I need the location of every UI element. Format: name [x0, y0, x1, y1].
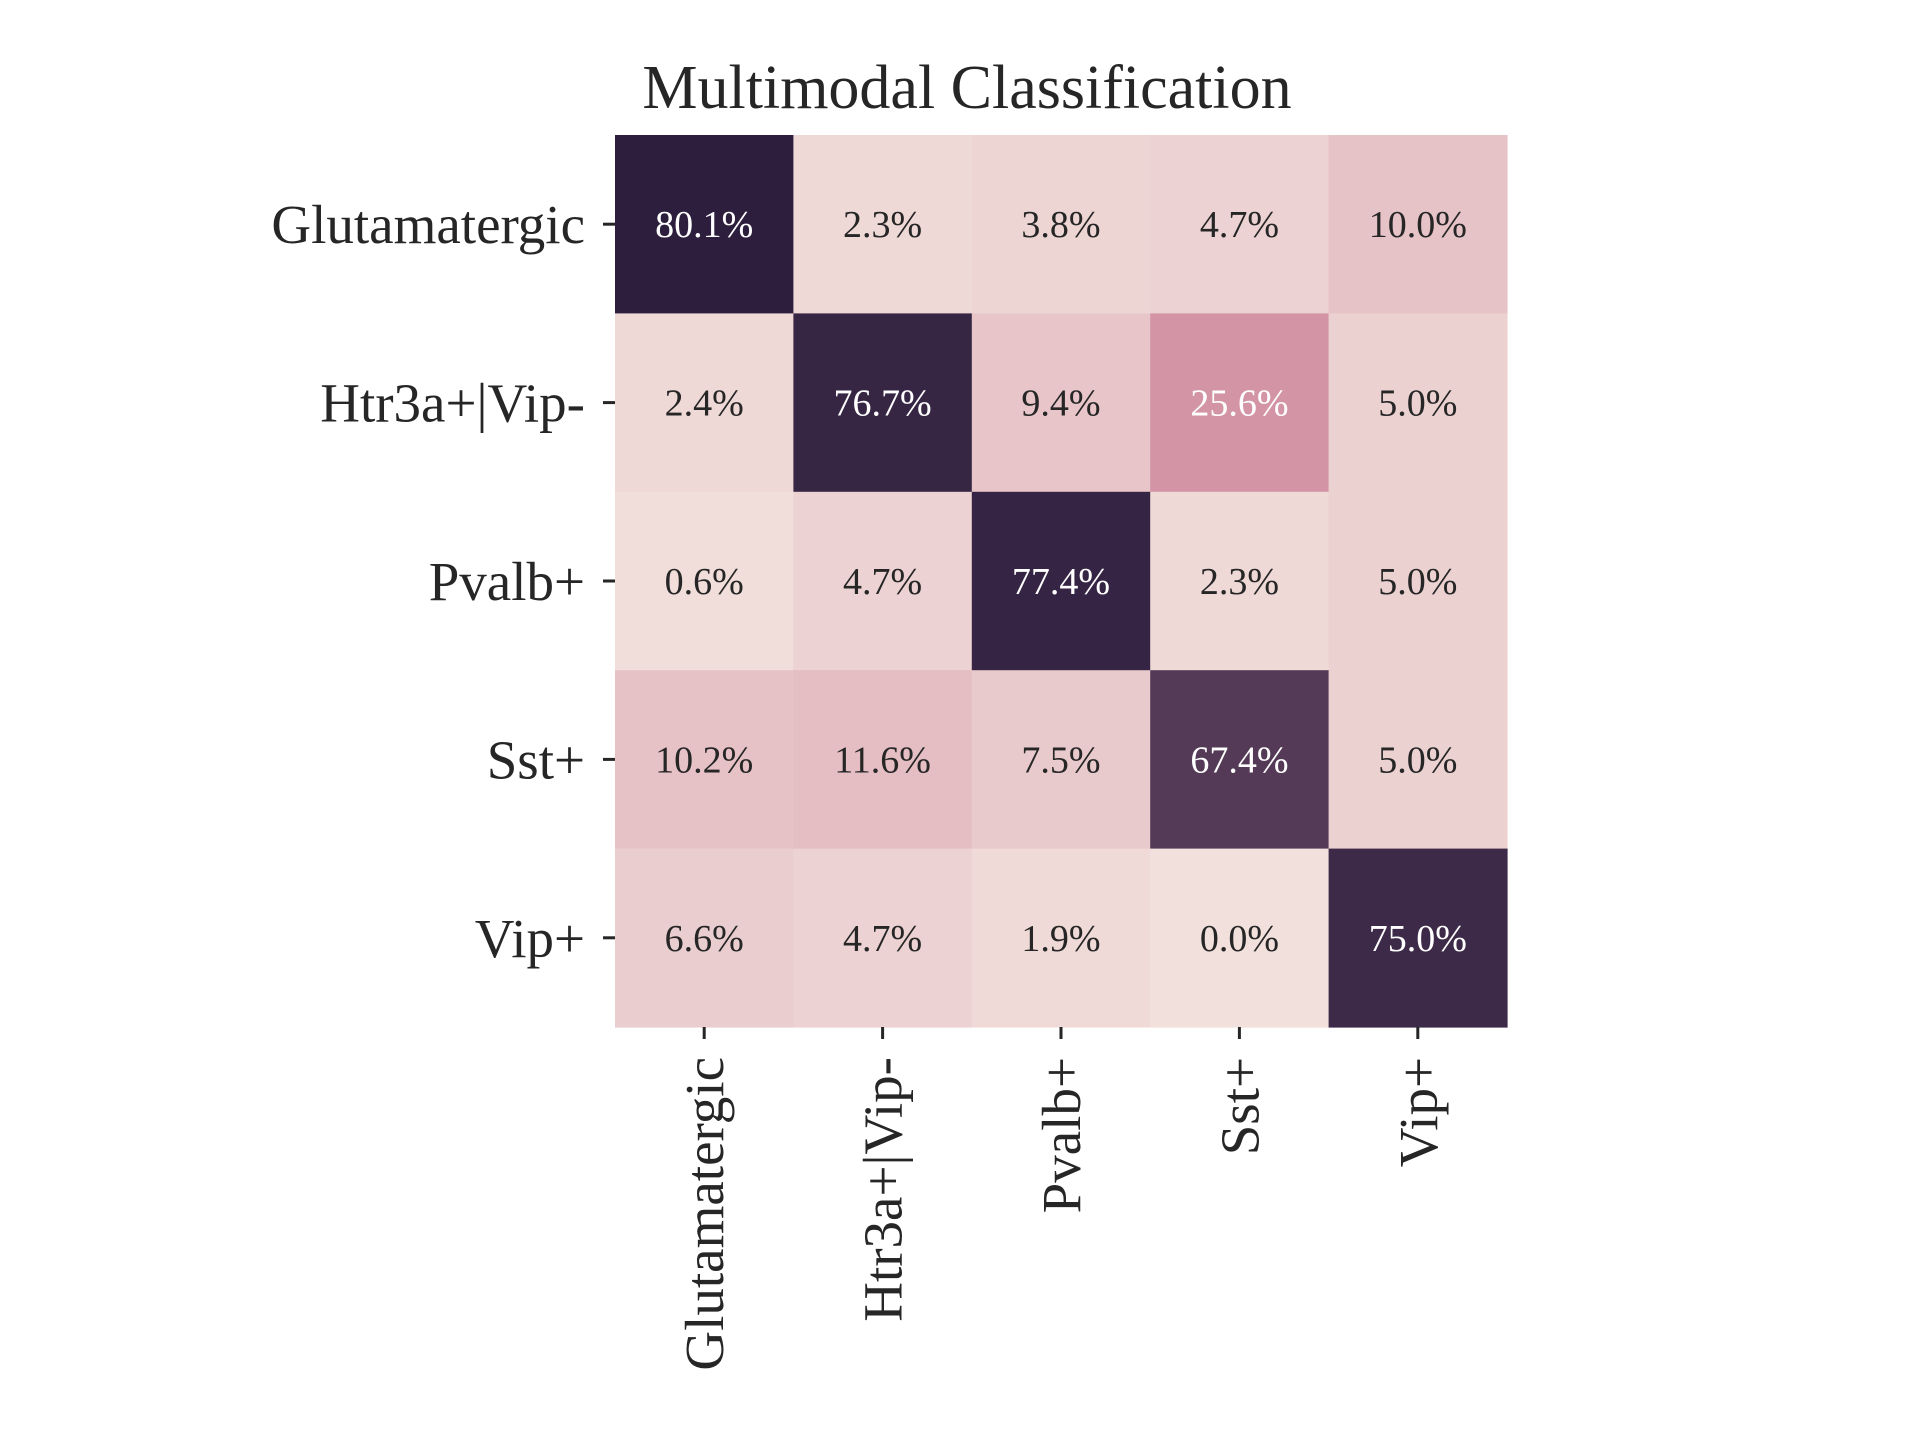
x-tick-label: Htr3a+|Vip-	[853, 1057, 914, 1322]
heatmap-cell	[971, 670, 1151, 850]
heatmap-cell	[971, 491, 1151, 671]
x-tick-label: Vip+	[1388, 1057, 1449, 1167]
x-tick-label: Pvalb+	[1031, 1057, 1092, 1213]
cell-value-label: 6.6%	[665, 918, 744, 960]
heatmap-cell	[615, 313, 794, 493]
cell-value-label: 0.0%	[1200, 918, 1279, 960]
cell-value-label: 11.6%	[834, 739, 931, 781]
cell-value-label: 3.8%	[1021, 204, 1100, 246]
heatmap-cell	[1150, 313, 1330, 493]
heatmap-cell	[1328, 848, 1508, 1028]
cell-value-label: 75.0%	[1369, 918, 1467, 960]
heatmap-cell	[615, 491, 794, 671]
cell-value-label: 7.5%	[1021, 739, 1100, 781]
cell-value-label: 0.6%	[665, 561, 744, 603]
heatmap-cell	[1328, 670, 1508, 850]
heatmap-cell	[793, 848, 973, 1028]
heatmap-cell	[1150, 135, 1330, 314]
heatmap-cell	[1328, 491, 1508, 671]
cell-value-label: 25.6%	[1190, 383, 1288, 425]
heatmap-cell	[615, 848, 794, 1028]
cell-value-label: 76.7%	[834, 383, 932, 425]
cell-value-label: 67.4%	[1190, 739, 1288, 781]
chart-title: Multimodal Classification	[642, 54, 1291, 122]
x-tick-label: Glutamatergic	[674, 1057, 735, 1371]
heatmap-cell	[793, 670, 973, 850]
cell-value-label: 2.4%	[665, 383, 744, 425]
cell-value-label: 4.7%	[1200, 204, 1279, 246]
heatmap-cell	[971, 135, 1151, 314]
heatmap-cell	[793, 491, 973, 671]
cell-value-label: 5.0%	[1378, 383, 1457, 425]
heatmap-cell	[793, 313, 973, 493]
cell-value-label: 1.9%	[1021, 918, 1100, 960]
y-tick-label: Htr3a+|Vip-	[320, 373, 585, 434]
y-tick-label: Pvalb+	[429, 551, 585, 612]
heatmap-cells: 80.1% 2.3% 3.8% 4.7% 10.0% 2.4% 76.7% 9.4% 25.6%…	[615, 135, 1508, 1028]
cell-value-label: 2.3%	[1200, 561, 1279, 603]
y-tick-label: Glutamatergic	[271, 194, 585, 255]
cell-value-label: 2.3%	[843, 204, 922, 246]
heatmap-cell	[793, 135, 973, 314]
x-tick-label: Sst+	[1209, 1057, 1270, 1155]
heatmap-cell	[615, 135, 794, 314]
cell-value-label: 9.4%	[1021, 383, 1100, 425]
y-axis: Glutamatergic Htr3a+|Vip- Pvalb+ Sst+ Vip+	[271, 194, 615, 969]
x-axis: Glutamatergic Htr3a+|Vip- Pvalb+ Sst+ Vip+	[674, 1027, 1449, 1371]
cell-value-label: 4.7%	[843, 561, 922, 603]
heatmap-cell	[1328, 135, 1508, 314]
y-tick-label: Sst+	[487, 729, 585, 790]
heatmap-cell	[971, 313, 1151, 493]
cell-value-label: 80.1%	[655, 204, 753, 246]
heatmap-cell	[1150, 670, 1330, 850]
cell-value-label: 4.7%	[843, 918, 922, 960]
cell-value-label: 77.4%	[1012, 561, 1110, 603]
heatmap-cell	[1150, 491, 1330, 671]
heatmap-cell	[1150, 848, 1330, 1028]
cell-value-label: 5.0%	[1378, 739, 1457, 781]
cell-value-label: 5.0%	[1378, 561, 1457, 603]
heatmap-cell	[1328, 313, 1508, 493]
heatmap-cell	[615, 670, 794, 850]
cell-value-label: 10.0%	[1369, 204, 1467, 246]
y-tick-label: Vip+	[475, 908, 585, 969]
heatmap-cell	[971, 848, 1151, 1028]
cell-value-label: 10.2%	[655, 739, 753, 781]
